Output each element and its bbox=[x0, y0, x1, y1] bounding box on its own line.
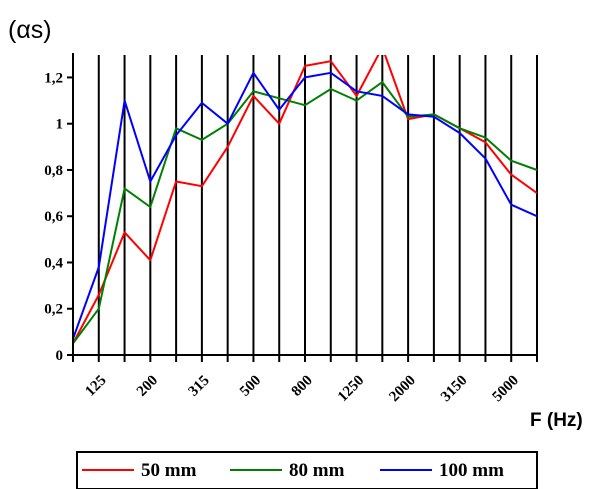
legend: 50 mm 80 mm 100 mm bbox=[76, 451, 538, 489]
x-axis-label: F (Hz) bbox=[530, 410, 583, 431]
y-tick-label: 0,6 bbox=[44, 209, 63, 225]
plot-area: 0 0,2 0,4 0,6 0,8 1 1,2 125 200 315 500 800 1250 200… bbox=[44, 53, 538, 406]
x-tick-label: 200 bbox=[134, 373, 161, 400]
x-tick-label: 2000 bbox=[386, 373, 419, 406]
x-tick-label: 5000 bbox=[490, 373, 523, 406]
legend-label: 100 mm bbox=[439, 460, 504, 481]
y-axis-label: (αs) bbox=[8, 16, 52, 44]
legend-label: 80 mm bbox=[289, 460, 345, 481]
series-lines bbox=[73, 55, 537, 344]
y-tick-label: 0,2 bbox=[44, 302, 63, 318]
x-tick-label: 125 bbox=[82, 373, 109, 400]
axes bbox=[72, 53, 538, 362]
gridlines bbox=[72, 55, 538, 355]
y-tick-label: 1,2 bbox=[44, 70, 63, 86]
y-tick-label: 0 bbox=[56, 348, 64, 364]
y-tick-labels: 0 0,2 0,4 0,6 0,8 1 1,2 bbox=[44, 70, 73, 364]
x-tick-label: 800 bbox=[289, 373, 316, 400]
x-tick-label: 1250 bbox=[335, 373, 368, 406]
y-tick-label: 1 bbox=[56, 117, 64, 133]
legend-box bbox=[76, 451, 538, 489]
legend-label: 50 mm bbox=[141, 460, 197, 481]
y-tick-label: 0,8 bbox=[44, 163, 63, 179]
y-tick-label: 0,4 bbox=[44, 255, 63, 271]
x-tick-label: 315 bbox=[185, 373, 212, 400]
x-tick-labels: 125 200 315 500 800 1250 2000 3150 5000 bbox=[82, 373, 522, 406]
series-line-100-mm bbox=[73, 71, 537, 340]
x-tick-label: 3150 bbox=[438, 373, 471, 406]
x-tick-label: 500 bbox=[237, 373, 264, 400]
series-line-80-mm bbox=[73, 81, 537, 344]
